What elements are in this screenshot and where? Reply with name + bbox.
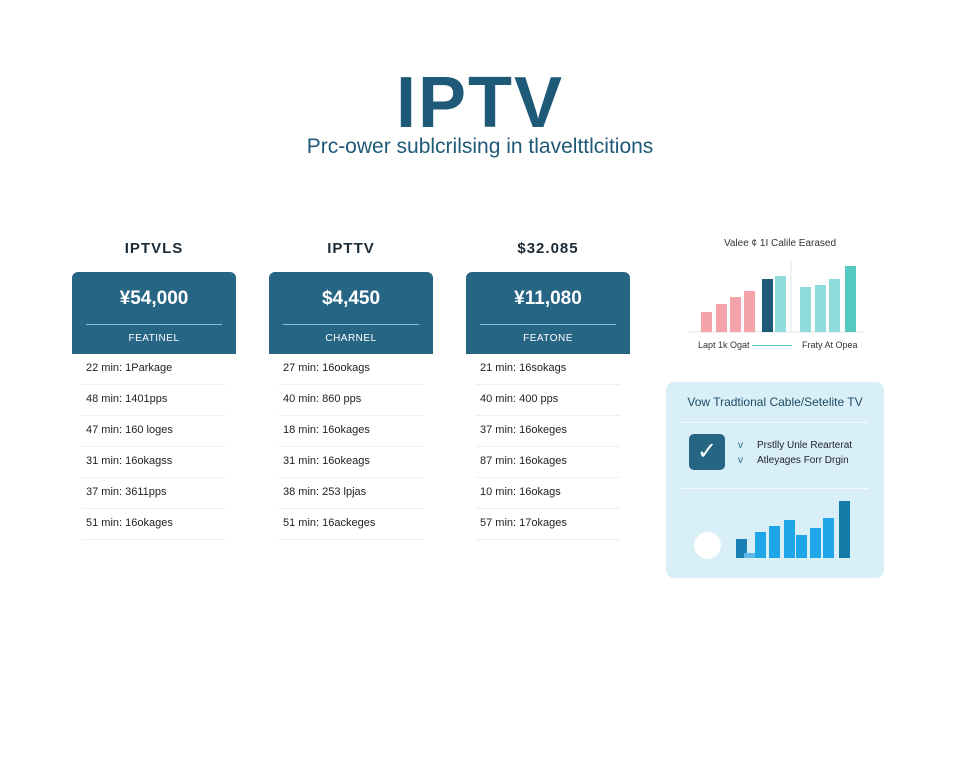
bar [701,312,712,332]
plan-row: 51 min: 16ackeges [279,509,423,540]
plan-heading: IPTTV [327,240,375,257]
plan-row: 21 min: 16sokags [476,354,620,385]
plan-row: 40 min: 860 pps [279,385,423,416]
circle-icon [694,532,721,559]
page-title: IPTV [395,63,565,143]
legend-line [752,345,792,346]
bar [736,539,747,558]
plan-row: 47 min: 160 loges [82,416,226,447]
comparison-bars [688,260,864,333]
plan-price: $4,450 [321,288,381,309]
panel-feature: v Prstlly Unle Rearterat [738,440,853,451]
traditional-tv-panel: Vow Tradtional Cable/Setelite TV ✓ v Prst… [666,382,884,578]
plan-row: 10 min: 16okags [476,478,620,509]
plan-row: 22 min: 1Parkage [82,354,226,385]
bar [796,535,807,558]
divider [480,324,616,325]
panel-title: Vow Tradtional Cable/Setelite TV [687,395,863,409]
plan-row: 31 min: 16okeags [279,447,423,478]
plan-card[interactable]: ¥54,000 FEATINEL [72,272,236,354]
plan-row: 18 min: 16okages [279,416,423,447]
plan-card[interactable]: ¥11,080 FEATONE [466,272,630,354]
plan-heading: $32.085 [517,240,579,257]
divider [682,422,868,423]
plan-heading: IPTVLS [124,240,184,257]
plan-row: 38 min: 253 lpjas [279,478,423,509]
plan-row: 87 min: 16okages [476,447,620,478]
plan-row: 51 min: 16okages [82,509,226,540]
plan-row: 57 min: 17okages [476,509,620,540]
bar [845,266,856,332]
bar [784,520,795,558]
divider [283,324,419,325]
bar [810,528,821,558]
bar [839,501,850,558]
bar [815,285,826,332]
bar [730,297,741,332]
plan-row: 48 min: 1401pps [82,385,226,416]
plan-row: 27 min: 16ookags [279,354,423,385]
page-subtitle: Prc-ower sublcrilsing in tlavelttlcition… [306,135,654,158]
plan-column: IPTVLS ¥54,000 FEATINEL 22 min: 1Parkage 48… [72,240,236,540]
divider [86,324,222,325]
bar [823,518,834,558]
plan-feature-label: CHARNEL [325,333,377,344]
comparison-chart: Valee ¢ 1I Calile Earased Lapt 1k Ogat F… [680,238,880,358]
bar [716,304,727,332]
divider [682,488,868,489]
bar [800,287,811,332]
chart-title: Valee ¢ 1I Calile Earased [723,238,837,249]
bar [775,276,786,332]
legend-left: Lapt 1k Ogat [698,340,750,350]
plan-feature-label: FEATINEL [128,333,180,344]
plan-column: $32.085 ¥11,080 FEATONE 21 min: 16sokags 40… [466,240,630,540]
legend-right: Fraty At Opea [802,340,858,350]
plan-price: ¥54,000 [119,288,189,309]
bar [744,291,755,332]
bar [829,279,840,332]
plan-card[interactable]: $4,450 CHARNEL [269,272,433,354]
plan-row: 40 min: 400 pps [476,385,620,416]
plan-row: 37 min: 3611pps [82,478,226,509]
bar [744,553,755,558]
bar [769,526,780,558]
panel-feature: v Atleyages Forr Drgin [738,455,849,466]
checkbox-checked-icon[interactable]: ✓ [689,434,725,470]
plan-price: ¥11,080 [514,288,582,309]
panel-bars [736,501,850,558]
plan-row: 37 min: 16okeges [476,416,620,447]
plan-row: 31 min: 16okagss [82,447,226,478]
bar [762,279,773,332]
plan-column: IPTTV $4,450 CHARNEL 27 min: 16ookags 40 mi… [269,240,433,540]
plan-feature-label: FEATONE [523,333,573,344]
bar [755,532,766,558]
